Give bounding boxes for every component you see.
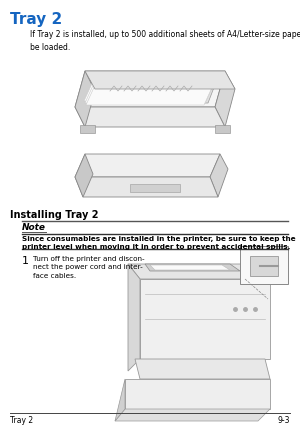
Text: Installing Tray 2: Installing Tray 2 (10, 210, 98, 219)
Polygon shape (75, 72, 95, 128)
Polygon shape (150, 265, 230, 271)
Polygon shape (140, 279, 270, 359)
Bar (250, 256, 278, 276)
Polygon shape (85, 82, 215, 104)
Text: Note: Note (22, 222, 46, 231)
Polygon shape (75, 155, 220, 178)
Polygon shape (115, 409, 270, 421)
Polygon shape (145, 265, 240, 271)
Polygon shape (82, 78, 218, 104)
Polygon shape (215, 72, 235, 128)
Polygon shape (84, 80, 216, 102)
Polygon shape (86, 84, 214, 106)
Bar (130, 184, 180, 193)
Polygon shape (75, 178, 218, 198)
Polygon shape (75, 155, 93, 198)
Polygon shape (210, 155, 228, 198)
Polygon shape (85, 72, 235, 90)
Polygon shape (215, 126, 230, 134)
Polygon shape (115, 379, 125, 421)
Polygon shape (135, 359, 270, 379)
Text: 1: 1 (22, 256, 29, 265)
Polygon shape (75, 108, 225, 128)
Text: Tray 2: Tray 2 (10, 415, 33, 424)
Bar (240, 246, 288, 284)
Text: Since consumables are installed in the printer, be sure to keep the
printer leve: Since consumables are installed in the p… (22, 236, 296, 250)
Polygon shape (75, 72, 225, 108)
Text: Turn off the printer and discon-
nect the power cord and inter-
face cables.: Turn off the printer and discon- nect th… (33, 256, 145, 278)
Polygon shape (128, 265, 270, 279)
Text: Tray 2: Tray 2 (10, 12, 62, 27)
Polygon shape (80, 126, 95, 134)
Text: 9-3: 9-3 (278, 415, 290, 424)
Text: If Tray 2 is installed, up to 500 additional sheets of A4/Letter-size paper can
: If Tray 2 is installed, up to 500 additi… (30, 30, 300, 52)
Polygon shape (125, 379, 270, 409)
Polygon shape (128, 265, 140, 371)
